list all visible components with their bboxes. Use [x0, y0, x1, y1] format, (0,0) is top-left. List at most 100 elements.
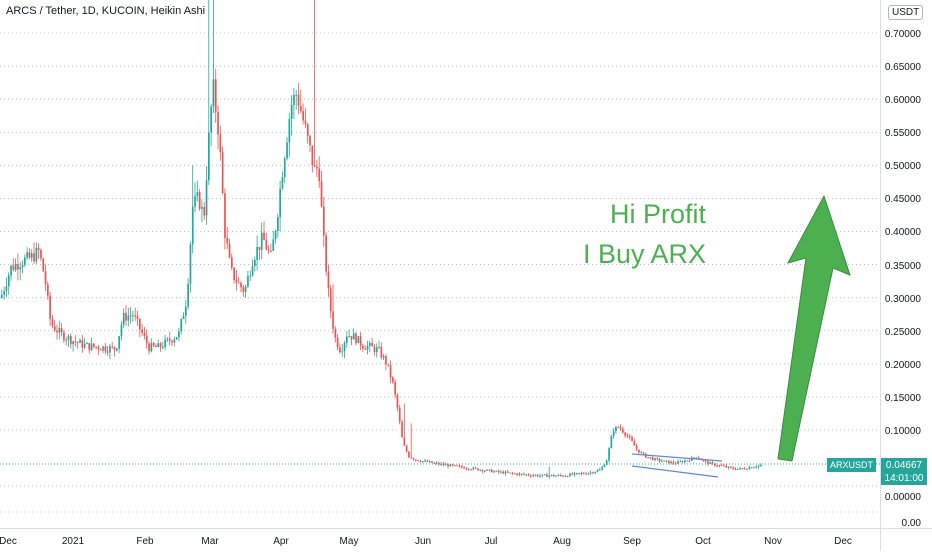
time-scale[interactable]: Dec 2021 Feb Mar Apr May Jun Jul Aug Sep Oct Nov Dec [0, 528, 880, 551]
candle-body [106, 351, 109, 353]
time-tick-label: Dec [834, 536, 852, 547]
candle-body [504, 471, 507, 474]
candle-body [270, 250, 272, 252]
candle-body [334, 328, 337, 338]
candle-body [677, 461, 679, 464]
chart-title: ARCS / Tether, 1D, KUCOIN, Heikin Ashi [6, 5, 206, 17]
candle-body [755, 466, 758, 468]
chart-plot[interactable] [0, 0, 880, 528]
candle-body [79, 339, 81, 343]
candle-body [295, 94, 298, 96]
candle-body [371, 343, 373, 347]
candle-body [118, 336, 120, 349]
candle-body [221, 152, 224, 194]
candle-body [428, 461, 431, 463]
candle-body [10, 265, 12, 276]
time-tick-label: Mar [201, 536, 219, 547]
candle-body [647, 457, 649, 459]
candle-body [403, 437, 406, 446]
candle-body [557, 474, 560, 476]
time-axis: Dec 2021 Feb Mar Apr May Jun Jul Aug Sep Oct Nov Dec [0, 536, 852, 547]
candle-body [51, 318, 54, 327]
candle-body [456, 465, 459, 467]
candle-body [410, 457, 413, 459]
candle-body [435, 462, 438, 464]
candle-body [631, 437, 633, 441]
candle-body [244, 286, 247, 292]
candle-body [288, 118, 291, 143]
candle-body [86, 343, 88, 345]
candle-body [3, 291, 5, 295]
candle-body [571, 473, 574, 475]
candle-body [543, 474, 546, 476]
candle-body [102, 346, 104, 351]
lower-trendline[interactable] [631, 465, 719, 478]
candle-body [585, 473, 587, 475]
candle-body [612, 431, 615, 437]
candle-body [254, 259, 256, 267]
candle-body [500, 471, 502, 473]
candle-body [566, 475, 569, 477]
candle-body [608, 448, 610, 461]
candle-body [421, 461, 424, 463]
candle-body [497, 470, 500, 473]
candle-body [127, 315, 130, 321]
upper-trendline[interactable] [631, 453, 723, 462]
candle-body [477, 468, 479, 471]
candle-body [649, 457, 652, 459]
candle-body [569, 473, 571, 477]
annotation-line-2[interactable]: I Buy ARX [582, 239, 706, 269]
candle-body [463, 467, 465, 469]
candle-body [555, 475, 557, 477]
candle-body [60, 327, 63, 333]
candle-body [339, 347, 341, 353]
candle-body [633, 440, 636, 446]
candle-body [695, 457, 698, 459]
candle-body [444, 464, 447, 466]
currency-badge[interactable]: USDT [888, 5, 924, 20]
candle-body [714, 463, 716, 466]
candle-body [97, 346, 100, 350]
candle-body [693, 457, 695, 459]
candle-body [709, 462, 712, 464]
price-tick-label: 0.55000 [885, 128, 922, 139]
candle-body [359, 336, 362, 346]
candle-body [265, 240, 268, 250]
candle-body [318, 168, 321, 182]
price-tick-label: 0.45000 [885, 194, 922, 205]
candle-body [481, 469, 484, 472]
candle-body [240, 282, 242, 288]
candle-body [58, 327, 61, 333]
candle-body [168, 338, 171, 341]
up-arrow-icon[interactable] [777, 194, 851, 462]
candle-body [658, 458, 661, 462]
candle-body [7, 275, 10, 287]
candle-body [392, 377, 394, 382]
candle-body [576, 473, 578, 475]
candle-body [635, 445, 638, 450]
chart-area[interactable]: ARCS / Tether, 1D, KUCOIN, Heikin Ashi H… [0, 0, 880, 528]
candle-body [235, 280, 238, 283]
candle-body [532, 475, 534, 477]
candle-body [511, 472, 514, 474]
candle-body [136, 316, 139, 319]
candle-body [509, 472, 511, 474]
price-tick-label: 0.00000 [885, 492, 922, 503]
candle-body [523, 473, 525, 475]
price-tick-label: 0.65000 [885, 62, 922, 73]
price-scale[interactable]: 0.70000 0.65000 0.60000 0.55000 0.50000 0.450… [880, 0, 932, 529]
candle-body [702, 459, 705, 461]
candlestick-series [1, 0, 762, 479]
candle-body [63, 332, 65, 341]
candle-body [746, 469, 748, 471]
candle-body [104, 346, 107, 352]
candle-body [327, 271, 330, 289]
candle-body [398, 407, 401, 422]
candle-body [548, 475, 551, 477]
candle-body [272, 239, 275, 251]
candle-body [325, 235, 327, 272]
candle-body [49, 295, 51, 319]
annotation-line-1[interactable]: Hi Profit [609, 199, 706, 229]
candle-body [454, 465, 456, 467]
symbol-label: ARXUSDT [827, 458, 876, 472]
